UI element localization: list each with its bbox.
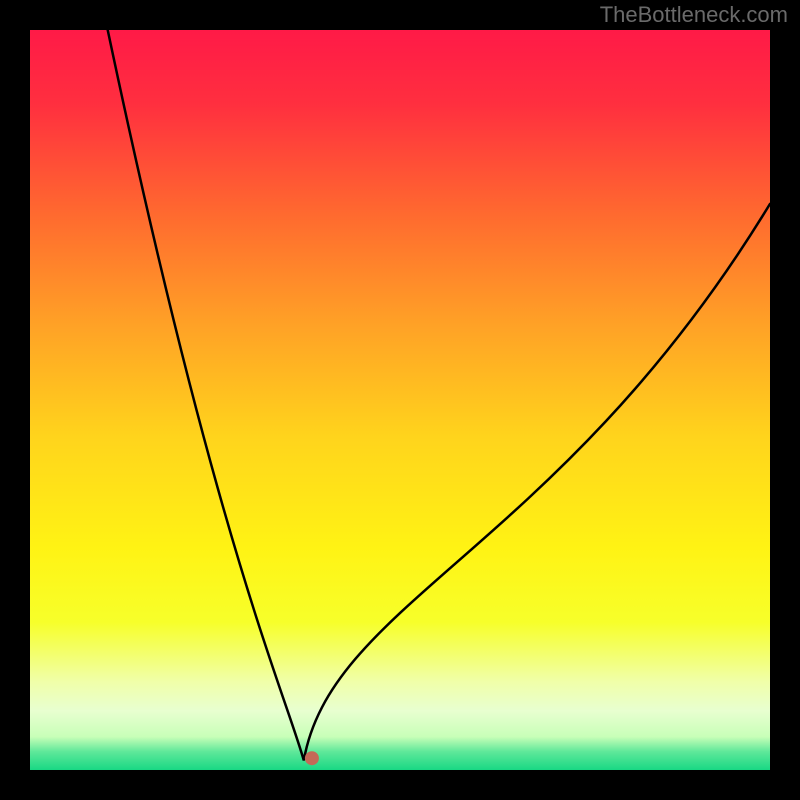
bottleneck-chart	[0, 0, 800, 800]
optimal-point-marker	[305, 751, 319, 765]
watermark-text: TheBottleneck.com	[600, 2, 788, 28]
gradient-background	[30, 30, 770, 770]
chart-container: TheBottleneck.com	[0, 0, 800, 800]
